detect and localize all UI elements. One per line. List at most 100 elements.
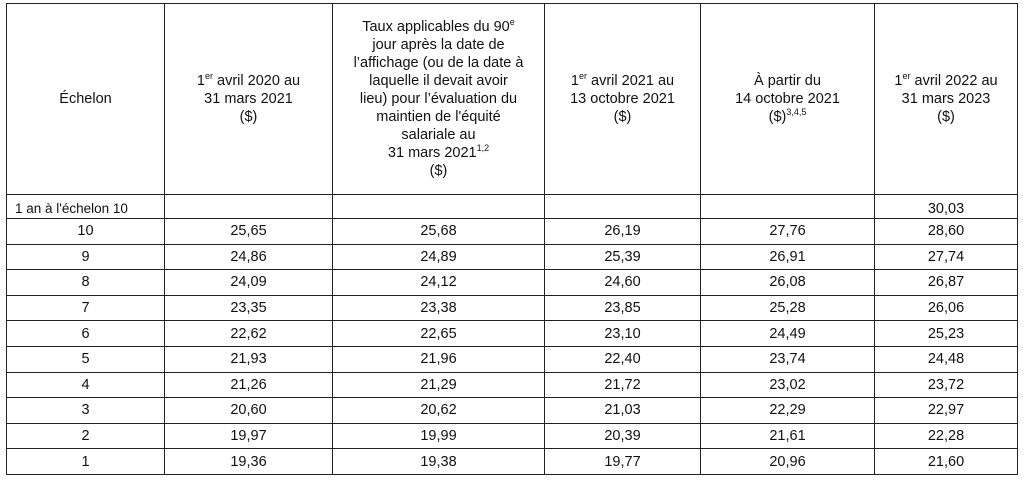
rate-cell: 20,60 [164,397,333,424]
header-col2-l7: salariale au [401,127,476,143]
echelon-cell: 3 [6,397,165,424]
rate-cell: 24,60 [544,269,701,296]
rate-cell: 20,96 [700,448,875,475]
rate-cell: 26,91 [700,243,875,271]
header-col3-l1-sup: er [579,71,588,82]
rate-cell: 26,08 [700,269,875,296]
rate-cell: 25,23 [874,320,1018,347]
header-col2-l5: lieu) pour l’évaluation du [359,91,518,107]
rate-cell: 21,26 [164,371,333,399]
header-col1-l2: 31 mars 2021 [204,91,293,107]
rate-cell: 25,39 [544,243,701,271]
header-col1-l1-post: avril 2020 au [213,73,301,89]
header-col5-l3: ($) [937,109,955,125]
rate-cell: 22,29 [700,397,875,424]
header-col1-l1-pre: 1 [196,73,205,89]
table-row: 6 22,62 22,65 23,10 24,49 25,23 [6,320,1018,347]
header-col1-l1-sup: er [205,71,214,82]
header-echelon-label: Échelon [59,91,112,107]
header-col3-l1-pre: 1 [570,73,579,89]
rate-cell: 19,77 [544,448,701,475]
header-row: Échelon 1er avril 2020 au 31 mars 2021 (… [6,3,1018,195]
header-col4-l3-sup: 3,4,5 [786,107,807,118]
header-col5-l1-sup: er [902,71,911,82]
header-col2-l3: l’affichage (ou de la date à [353,55,524,71]
header-col2-l6: maintien de l'équité [376,109,501,125]
header-col3-l2: 13 octobre 2021 [570,91,675,107]
table-row: 1 19,36 19,38 19,77 20,96 21,60 [6,448,1018,475]
header-col4-l2: 14 octobre 2021 [735,91,840,107]
header-col4-l1: À partir du [754,73,821,89]
rate-cell: 22,62 [164,320,333,347]
rate-cell: 20,39 [544,422,701,450]
header-col3-l1-post: avril 2021 au [587,73,675,89]
table-row: 3 20,60 20,62 21,03 22,29 22,97 [6,397,1018,424]
header-col2-l9: ($) [429,163,448,179]
rate-cell: 26,87 [874,269,1018,296]
rate-cell: 21,93 [164,345,333,373]
header-col4-l3: ($) [768,109,787,125]
echelon-cell: 2 [6,422,165,450]
header-echelon: Échelon [6,3,165,195]
rate-cell: 23,85 [544,294,701,322]
header-col1: 1er avril 2020 au 31 mars 2021 ($) [164,3,333,195]
echelon-cell: 4 [6,371,165,399]
table-row: 8 24,09 24,12 24,60 26,08 26,87 [6,269,1018,296]
rate-cell: 21,29 [332,371,545,399]
echelon-cell: 5 [6,345,165,373]
header-col2-l8-sup: 1,2 [476,143,490,154]
rate-cell: 21,60 [874,448,1018,475]
echelon-cell: 6 [6,320,165,347]
rate-cell: 23,72 [874,371,1018,399]
rate-cell: 22,97 [874,397,1018,424]
rate-cell: 25,65 [164,218,333,245]
rate-cell: 24,89 [332,243,545,271]
rate-cell: 21,72 [544,371,701,399]
table-row: 7 23,35 23,38 23,85 25,28 26,06 [6,294,1018,322]
rate-cell: 24,86 [164,243,333,271]
rate-cell: 19,36 [164,448,333,475]
echelon-cell: 9 [6,243,165,271]
table-row: 9 24,86 24,89 25,39 26,91 27,74 [6,243,1018,271]
header-col2-l8: 31 mars 2021 [387,145,477,161]
table-row: 5 21,93 21,96 22,40 23,74 24,48 [6,345,1018,373]
rate-cell: 19,99 [332,422,545,450]
rate-cell: 27,76 [700,218,875,245]
rate-cell: 24,09 [164,269,333,296]
salary-rates-table: Échelon 1er avril 2020 au 31 mars 2021 (… [6,3,1018,475]
table-row-first: 1 an à l'échelon 10 30,03 [6,194,1018,219]
rate-cell: 27,74 [874,243,1018,271]
rate-cell: 28,60 [874,218,1018,245]
header-col1-l3: ($) [239,109,258,125]
header-col5-l2: 31 mars 2023 [901,91,991,107]
rate-cell: 23,74 [700,345,875,373]
echelon-cell: 1 [6,448,165,475]
header-col5-l1-pre: 1 [894,73,903,89]
rate-cell: 25,28 [700,294,875,322]
table-cell-label: 1 an à l'échelon 10 [6,194,165,219]
rate-cell: 26,06 [874,294,1018,322]
rate-cell: 21,96 [332,345,545,373]
rate-cell: 23,38 [332,294,545,322]
table-cell [164,194,333,219]
rate-cell: 19,38 [332,448,545,475]
rate-cell: 21,03 [544,397,701,424]
header-col3-l3: ($) [613,109,632,125]
rate-cell: 26,19 [544,218,701,245]
rate-cell: 23,10 [544,320,701,347]
rate-cell: 22,28 [874,422,1018,450]
echelon-cell: 10 [6,218,165,245]
salary-table-container: Échelon 1er avril 2020 au 31 mars 2021 (… [6,3,1018,475]
header-col2-l2: jour après la date de [372,37,505,53]
table-cell: 30,03 [874,194,1018,219]
rate-cell: 21,61 [700,422,875,450]
rate-cell: 19,97 [164,422,333,450]
table-cell [700,194,875,219]
echelon-cell: 8 [6,269,165,296]
rate-cell: 24,48 [874,345,1018,373]
table-cell [332,194,545,219]
header-col5: 1er avril 2022 au 31 mars 2023 ($) [874,3,1018,195]
rate-cell: 24,49 [700,320,875,347]
header-col2-l1: Taux applicables du 90 [362,19,510,35]
echelon-cell: 7 [6,294,165,322]
